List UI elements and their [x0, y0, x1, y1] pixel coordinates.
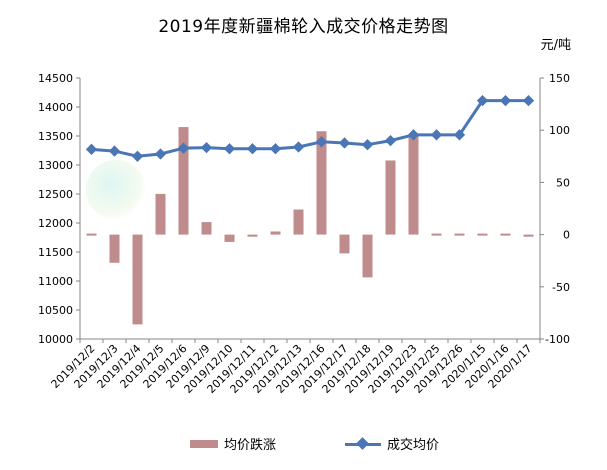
- line-point: [430, 129, 443, 141]
- line-point: [407, 129, 420, 141]
- y-left-tick-label: 12500: [38, 188, 73, 201]
- line-point: [453, 129, 466, 141]
- bar: [362, 234, 373, 278]
- line-point: [269, 143, 282, 155]
- bar: [523, 234, 534, 237]
- legend: 均价跌涨 成交均价: [0, 434, 607, 456]
- line-point: [200, 141, 213, 154]
- bar: [201, 222, 212, 235]
- bar: [247, 234, 258, 237]
- y-right-tick-label: 50: [556, 176, 570, 189]
- line-point: [315, 136, 328, 148]
- bar: [86, 233, 97, 236]
- bar: [224, 234, 235, 242]
- legend-bar-label: 均价跌涨: [224, 438, 277, 453]
- legend-bar-swatch: [190, 439, 218, 448]
- bar: [339, 234, 350, 254]
- bar: [270, 231, 281, 235]
- y-left-tick-label: 13500: [38, 130, 73, 143]
- y-left-tick-label: 11500: [38, 246, 73, 259]
- legend-item-line: 成交均价: [345, 434, 439, 453]
- line-point: [522, 94, 535, 107]
- bar: [385, 160, 396, 235]
- y-right-tick-label: 150: [549, 72, 570, 85]
- bar: [454, 233, 465, 236]
- line-point: [154, 148, 167, 160]
- bar: [178, 127, 189, 235]
- line-point: [384, 134, 397, 147]
- line-point: [223, 143, 236, 155]
- line-point: [338, 137, 351, 149]
- unit-label: 元/吨: [540, 38, 571, 53]
- legend-line-swatch: [345, 438, 381, 450]
- legend-item-bar: 均价跌涨: [190, 434, 276, 453]
- watermark-logo: [86, 160, 146, 220]
- y-left-tick-label: 14500: [38, 72, 73, 85]
- bar: [431, 233, 442, 236]
- line-point: [292, 141, 305, 153]
- legend-line-label: 成交均价: [387, 438, 440, 453]
- line-point: [499, 94, 512, 107]
- chart-title: 2019年度新疆棉轮入成交价格走势图: [158, 17, 449, 37]
- y-left-tick-label: 10000: [38, 333, 73, 346]
- line-point: [108, 145, 121, 157]
- line-point: [246, 143, 259, 155]
- line-point: [85, 143, 98, 155]
- bar: [155, 193, 166, 235]
- y-left-tick-label: 13000: [38, 159, 73, 172]
- bar: [500, 233, 511, 236]
- y-left-tick-label: 12000: [38, 217, 73, 230]
- bar: [408, 135, 419, 235]
- bar: [109, 234, 120, 263]
- bar: [316, 131, 327, 235]
- y-left-tick-label: 14000: [38, 101, 73, 114]
- y-right-tick-label: 100: [549, 124, 570, 137]
- y-left-tick-label: 11000: [38, 275, 73, 288]
- bar: [132, 234, 143, 325]
- bar: [477, 233, 488, 236]
- y-right-tick-label: -50: [552, 281, 570, 294]
- y-right-tick-label: -100: [545, 333, 570, 346]
- y-right-tick-label: 0: [563, 229, 570, 242]
- line-point: [177, 142, 190, 154]
- bar: [293, 209, 304, 235]
- line-series: [91, 99, 529, 158]
- y-left-tick-label: 10500: [38, 304, 73, 317]
- line-point: [361, 139, 374, 151]
- line-point: [131, 150, 144, 162]
